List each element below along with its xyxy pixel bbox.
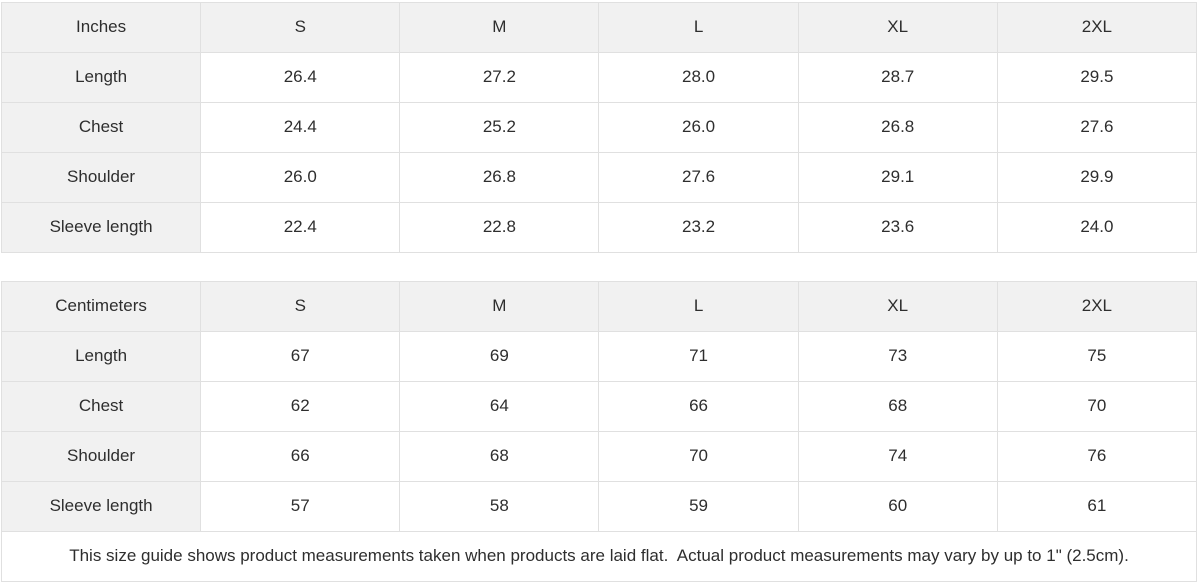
measurement-cell: 58 [399, 481, 600, 532]
measurement-cell: 23.6 [797, 202, 998, 253]
row-label-cell: Shoulder [0, 152, 202, 203]
size-column-header: L [598, 281, 799, 332]
header-row: Centimeters S M L XL 2XL [0, 281, 1198, 332]
measurement-cell: 25.2 [399, 102, 600, 153]
size-column-header: XL [797, 281, 998, 332]
size-column-header: XL [797, 2, 998, 53]
measurement-cell: 73 [797, 331, 998, 382]
measurement-cell: 27.6 [996, 102, 1198, 153]
measurement-cell: 64 [399, 381, 600, 432]
table-row: Sleeve length 57 58 59 60 61 [0, 481, 1198, 532]
footnote-row: This size guide shows product measuremen… [1, 531, 1197, 582]
measurement-cell: 24.0 [996, 202, 1198, 253]
measurement-cell: 66 [598, 381, 799, 432]
measurement-cell: 29.5 [996, 52, 1198, 103]
measurement-cell: 59 [598, 481, 799, 532]
table-row: Length 67 69 71 73 75 [0, 331, 1198, 382]
measurement-cell: 70 [996, 381, 1198, 432]
size-column-header: L [598, 2, 799, 53]
measurement-cell: 28.0 [598, 52, 799, 103]
row-label-cell: Length [0, 52, 202, 103]
size-column-header: M [399, 2, 600, 53]
unit-header-cell: Centimeters [0, 281, 202, 332]
measurement-cell: 74 [797, 431, 998, 482]
measurement-cell: 60 [797, 481, 998, 532]
size-guide-footnote: This size guide shows product measuremen… [1, 531, 1197, 582]
measurement-cell: 66 [200, 431, 401, 482]
table-row: Chest 62 64 66 68 70 [0, 381, 1198, 432]
size-column-header: 2XL [996, 281, 1198, 332]
table-row: Shoulder 26.0 26.8 27.6 29.1 29.9 [0, 152, 1198, 203]
table-row: Chest 24.4 25.2 26.0 26.8 27.6 [0, 102, 1198, 153]
measurement-cell: 29.1 [797, 152, 998, 203]
size-column-header: M [399, 281, 600, 332]
measurement-cell: 75 [996, 331, 1198, 382]
row-label-cell: Length [0, 331, 202, 382]
inches-table: Inches S M L XL 2XL Length 26.4 27.2 28.… [0, 2, 1198, 253]
measurement-cell: 22.8 [399, 202, 600, 253]
measurement-cell: 26.0 [598, 102, 799, 153]
size-column-header: 2XL [996, 2, 1198, 53]
row-label-cell: Sleeve length [0, 481, 202, 532]
measurement-cell: 69 [399, 331, 600, 382]
measurement-cell: 22.4 [200, 202, 401, 253]
measurement-cell: 26.8 [797, 102, 998, 153]
table-row: Length 26.4 27.2 28.0 28.7 29.5 [0, 52, 1198, 103]
table-row: Sleeve length 22.4 22.8 23.2 23.6 24.0 [0, 202, 1198, 253]
measurement-cell: 68 [797, 381, 998, 432]
row-label-cell: Chest [0, 381, 202, 432]
row-label-cell: Chest [0, 102, 202, 153]
measurement-cell: 23.2 [598, 202, 799, 253]
size-column-header: S [200, 281, 401, 332]
row-label-cell: Sleeve length [0, 202, 202, 253]
measurement-cell: 76 [996, 431, 1198, 482]
measurement-cell: 27.2 [399, 52, 600, 103]
measurement-cell: 27.6 [598, 152, 799, 203]
measurement-cell: 26.4 [200, 52, 401, 103]
measurement-cell: 28.7 [797, 52, 998, 103]
measurement-cell: 71 [598, 331, 799, 382]
measurement-cell: 68 [399, 431, 600, 482]
table-row: Shoulder 66 68 70 74 76 [0, 431, 1198, 482]
measurement-cell: 24.4 [200, 102, 401, 153]
header-row: Inches S M L XL 2XL [0, 2, 1198, 53]
measurement-cell: 26.0 [200, 152, 401, 203]
measurement-cell: 26.8 [399, 152, 600, 203]
measurement-cell: 57 [200, 481, 401, 532]
measurement-cell: 70 [598, 431, 799, 482]
unit-header-cell: Inches [0, 2, 202, 53]
row-label-cell: Shoulder [0, 431, 202, 482]
measurement-cell: 29.9 [996, 152, 1198, 203]
size-column-header: S [200, 2, 401, 53]
measurement-cell: 62 [200, 381, 401, 432]
centimeters-table: Centimeters S M L XL 2XL Length 67 69 71… [0, 281, 1198, 582]
measurement-cell: 61 [996, 481, 1198, 532]
table-spacer [1, 253, 1197, 281]
measurement-cell: 67 [200, 331, 401, 382]
